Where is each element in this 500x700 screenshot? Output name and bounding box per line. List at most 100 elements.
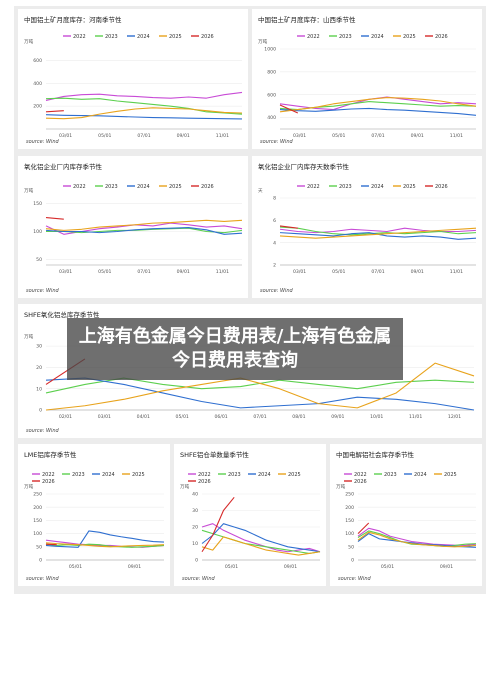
legend-label: 2026 <box>435 184 448 190</box>
legend-label: 2022 <box>73 34 86 40</box>
x-tick-label: 09/01 <box>128 564 141 570</box>
panel-lme-aluminium: LME铝库存季节性 万吨 0 50 100 150 200 250 05/01 09/01 202… <box>18 444 170 586</box>
chart-china-social-stock: 万吨 0 50 100 150 200 250 05/01 09/01 2022 2023 2024 2… <box>336 472 477 582</box>
x-tick-label: 05/01 <box>69 564 82 570</box>
chart-alumina-inventory: 万吨 50 100 150 03/01 05/01 07/01 09/01 11/01 2022 2… <box>24 184 243 294</box>
series-line-2023 <box>45 543 165 548</box>
y-tick-label: 400 <box>267 115 276 121</box>
legend-label: 2025 <box>403 34 416 40</box>
y-unit-label: 万吨 <box>24 483 34 490</box>
panel-shanxi-bauxite: 中国铝土矿月度库存：山西季节性 万吨 400 600 800 1000 03/01 05/0… <box>252 9 482 149</box>
legend-label: 2026 <box>354 479 367 485</box>
panel-title: 中国电解铝社会库存季节性 <box>336 451 414 459</box>
x-tick-label: 09/01 <box>284 564 297 570</box>
panel-henan-bauxite: 中国铝土矿月度库存：河南季节性 万吨 200 400 600 03/01 05/01 07/… <box>18 9 248 149</box>
chart-shfe-warrants: 万吨 0 10 20 30 40 05/01 09/01 2022 2023 2024 2025 202… <box>180 472 321 582</box>
x-tick-label: 03/01 <box>59 133 72 139</box>
series-line-2025 <box>357 531 477 548</box>
legend-label: 2025 <box>169 184 182 190</box>
x-tick-label: 09/01 <box>411 269 424 275</box>
source-label: source: Wind <box>260 139 293 145</box>
series-line-2024 <box>45 114 243 120</box>
x-tick-label: 10/01 <box>370 414 383 420</box>
y-unit-label: 天 <box>258 188 263 194</box>
panel-title: LME铝库存季节性 <box>24 451 77 459</box>
x-tick-label: 06/01 <box>214 414 227 420</box>
legend-label: 2026 <box>198 479 211 485</box>
x-tick-label: 11/01 <box>409 414 422 420</box>
panel-title: SHFE铝仓单数量季节性 <box>180 451 249 459</box>
legend-label: 2024 <box>258 472 271 478</box>
y-tick-label: 10 <box>36 386 42 392</box>
series-line-2023 <box>45 97 243 115</box>
legend-label: 2024 <box>102 472 115 478</box>
legend-label: 2022 <box>307 34 320 40</box>
series-line-2025 <box>279 227 477 239</box>
source-label: source: Wind <box>26 139 59 145</box>
y-tick-label: 600 <box>33 58 42 64</box>
source-label: source: Wind <box>26 576 59 582</box>
y-tick-label: 200 <box>33 104 42 110</box>
legend-label: 2024 <box>371 184 384 190</box>
series-line-2026 <box>45 110 64 113</box>
y-tick-label: 150 <box>33 518 42 524</box>
legend-label: 2023 <box>384 472 397 478</box>
y-tick-label: 150 <box>345 518 354 524</box>
legend-label: 2026 <box>42 479 55 485</box>
series-line-2023 <box>46 227 243 234</box>
y-tick-label: 50 <box>36 544 42 550</box>
legend-label: 2024 <box>414 472 427 478</box>
series-line-2023 <box>45 377 475 394</box>
legend-label: 2023 <box>105 184 118 190</box>
legend-label: 2023 <box>72 472 85 478</box>
y-unit-label: 万吨 <box>24 333 34 340</box>
legend-label: 2025 <box>132 472 145 478</box>
chart-alumina-inventory-days: 天 2 4 6 8 03/01 05/01 07/01 09/01 11/01 2022 2023 20… <box>258 184 477 294</box>
y-tick-label: 20 <box>192 525 198 531</box>
x-tick-label: 05/01 <box>98 269 111 275</box>
y-tick-label: 250 <box>33 492 42 498</box>
chart-shanxi-bauxite: 万吨 400 600 800 1000 03/01 05/01 07/01 09/01 11/01… <box>258 34 477 145</box>
legend-label: 2026 <box>201 34 214 40</box>
y-tick-label: 0 <box>195 558 198 564</box>
y-tick-label: 30 <box>36 344 42 350</box>
series-line-2026 <box>279 225 298 229</box>
x-tick-label: 09/01 <box>177 133 190 139</box>
y-tick-label: 2 <box>273 263 276 269</box>
y-tick-label: 50 <box>36 257 42 263</box>
x-tick-label: 05/01 <box>176 414 189 420</box>
y-tick-label: 20 <box>36 365 42 371</box>
panel-alumina-inventory: 氧化铝企业厂内库存季节性 万吨 50 100 150 03/01 05/01 07/01 09… <box>18 156 248 298</box>
y-tick-label: 8 <box>273 196 276 202</box>
x-tick-label: 11/01 <box>450 269 463 275</box>
x-tick-label: 07/01 <box>137 269 150 275</box>
x-tick-label: 09/01 <box>177 269 190 275</box>
x-tick-label: 05/01 <box>225 564 238 570</box>
y-tick-label: 200 <box>33 505 42 511</box>
y-tick-label: 0 <box>39 558 42 564</box>
y-tick-label: 10 <box>192 541 198 547</box>
series-line-2025 <box>45 107 243 120</box>
series-line-2026 <box>201 496 235 553</box>
x-tick-label: 07/01 <box>253 414 266 420</box>
y-unit-label: 万吨 <box>180 483 190 490</box>
y-tick-label: 0 <box>39 408 42 414</box>
x-tick-label: 03/01 <box>293 133 306 139</box>
legend-label: 2025 <box>444 472 457 478</box>
series-line-2025 <box>45 542 165 548</box>
legend-label: 2026 <box>201 184 214 190</box>
x-tick-label: 11/01 <box>450 133 463 139</box>
x-tick-label: 03/01 <box>293 269 306 275</box>
x-tick-label: 08/01 <box>292 414 305 420</box>
x-tick-label: 07/01 <box>371 269 384 275</box>
x-tick-label: 09/01 <box>440 564 453 570</box>
series-line-2023 <box>201 529 321 554</box>
source-label: source: Wind <box>260 288 293 294</box>
chart-henan-bauxite: 万吨 200 400 600 03/01 05/01 07/01 09/01 11/01 2022… <box>24 34 243 145</box>
y-tick-label: 150 <box>33 201 42 207</box>
legend-label: 2023 <box>228 472 241 478</box>
x-tick-label: 04/01 <box>137 414 150 420</box>
source-label: source: Wind <box>26 428 59 434</box>
panel-title: SHFE氧化铝总库存季节性 <box>24 311 100 319</box>
x-tick-label: 05/01 <box>381 564 394 570</box>
